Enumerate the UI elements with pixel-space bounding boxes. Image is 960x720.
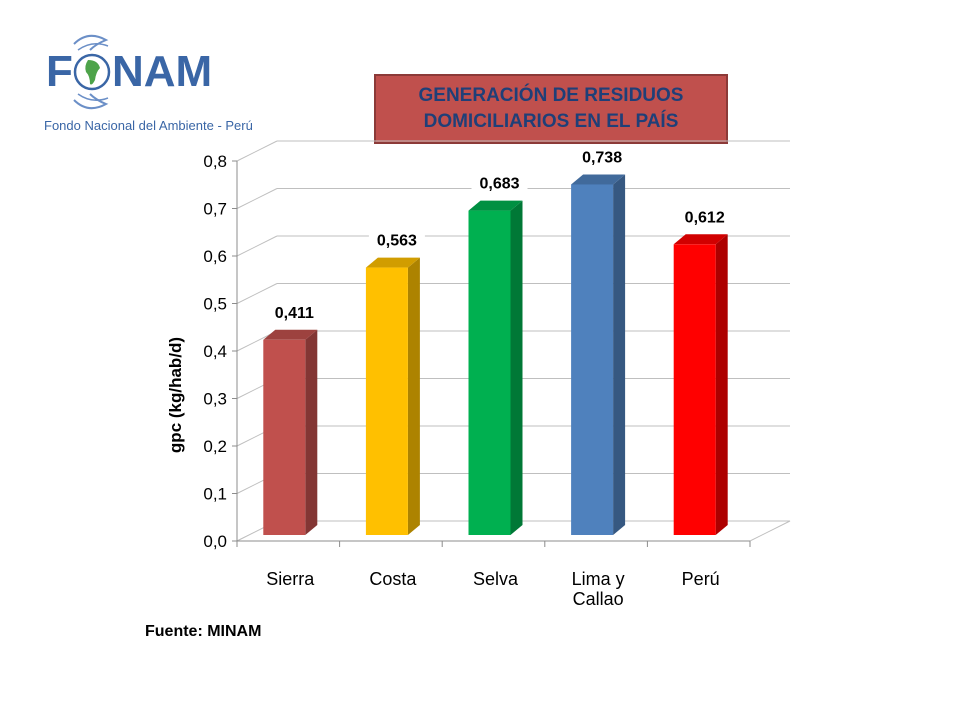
data-label: 0,683 — [479, 176, 519, 193]
y-tick-label: 0,8 — [203, 152, 227, 171]
bar-top — [468, 200, 523, 211]
bar-side — [407, 257, 420, 535]
x-tick-label: Sierra — [266, 569, 315, 589]
y-tick-label: 0,3 — [203, 390, 227, 409]
y-tick-label: 0,6 — [203, 247, 227, 266]
logo-subtitle: Fondo Nacional del Ambiente - Perú — [44, 118, 253, 133]
data-label-bg — [368, 229, 425, 252]
data-label-bg — [266, 301, 323, 324]
gridline-side — [236, 140, 278, 162]
bar-side — [305, 329, 318, 535]
x-tick-label: Callao — [573, 589, 624, 609]
source-note: Fuente: MINAM — [145, 623, 262, 640]
fonam-logo-mark: F NAM — [46, 34, 212, 110]
data-label: 0,738 — [582, 149, 622, 166]
x-tick-label: Costa — [369, 569, 417, 589]
bar-top — [571, 174, 626, 185]
svg-text:NAM: NAM — [112, 47, 212, 96]
bar-side — [715, 234, 728, 536]
data-label-bg — [471, 172, 528, 195]
bar-top — [365, 257, 420, 268]
x-tick-label: Lima y — [572, 569, 625, 589]
y-tick-label: 0,4 — [203, 342, 227, 361]
bar-side — [613, 174, 626, 535]
svg-text:F: F — [46, 47, 73, 96]
gridline-side — [236, 283, 278, 304]
data-label: 0,612 — [685, 209, 725, 226]
bar-side — [510, 200, 523, 535]
gridline-side — [236, 235, 278, 257]
bar — [365, 267, 408, 535]
data-label: 0,563 — [377, 233, 417, 250]
bar-top — [263, 329, 318, 340]
y-tick-label: 0,7 — [203, 200, 227, 219]
bar — [468, 210, 511, 535]
bar — [673, 244, 716, 536]
x-tick-label: Perú — [682, 569, 720, 589]
gridline-side — [236, 188, 278, 209]
title-line-1: GENERACIÓN DE RESIDUOS — [418, 85, 684, 106]
y-axis-title: gpc (kg/hab/d) — [166, 337, 185, 453]
title-line-2: DOMICILIARIOS EN EL PAÍS — [423, 111, 679, 132]
data-label: 0,411 — [275, 305, 314, 322]
bar-top — [673, 234, 728, 245]
y-tick-label: 0,1 — [203, 485, 227, 504]
bar — [263, 339, 306, 535]
x-tick-label: Selva — [473, 569, 519, 589]
data-label-bg — [676, 206, 733, 229]
data-label-bg — [574, 146, 631, 169]
y-tick-label: 0,2 — [203, 437, 227, 456]
y-tick-label: 0,0 — [203, 532, 227, 551]
y-tick-label: 0,5 — [203, 295, 227, 314]
fonam-logo: F NAM Fondo Nacional del Ambiente - Perú — [40, 28, 253, 138]
bar — [571, 184, 614, 535]
title-box: GENERACIÓN DE RESIDUOS DOMICILIARIOS EN … — [374, 74, 728, 144]
